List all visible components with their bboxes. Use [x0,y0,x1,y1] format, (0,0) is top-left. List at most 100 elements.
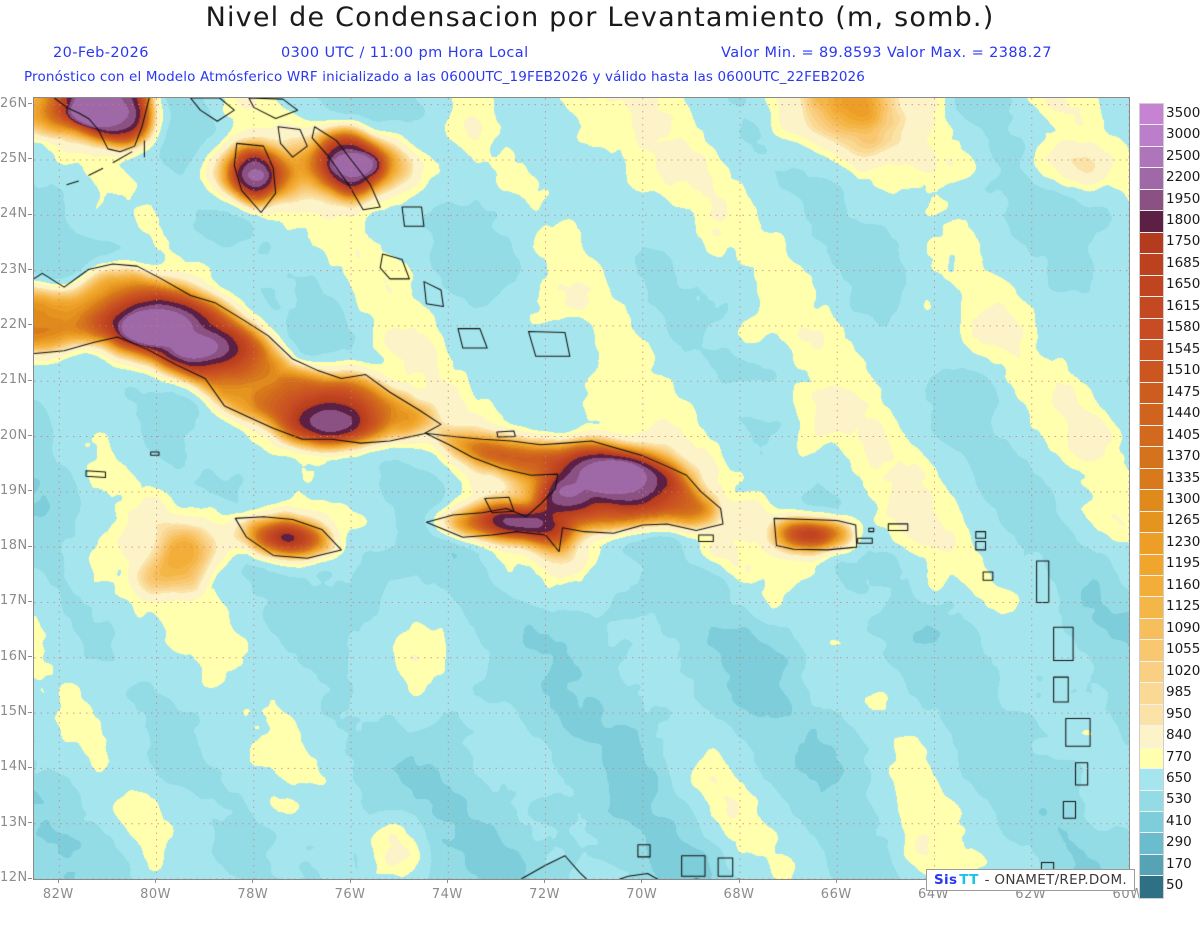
colorbar-band [1140,726,1163,748]
colorbar-band [1140,876,1163,898]
colorbar-band [1140,704,1163,727]
colorbar-tick-label: 2200 [1166,169,1200,186]
colorbar-tick-label: 985 [1166,684,1192,701]
colorbar-band [1140,747,1163,770]
y-axis-label: 20N [0,427,28,443]
colorbar-band [1140,490,1163,512]
colorbar-band [1140,211,1163,233]
colorbar [1139,103,1164,899]
y-axis-label: 22N [0,316,28,332]
colorbar-tick-label: 1125 [1166,598,1200,615]
chart-header: Nivel de Condensacion por Levantamiento … [0,0,1200,95]
colorbar-tick-label: 1440 [1166,405,1200,422]
colorbar-band [1140,683,1163,705]
y-axis-label: 25N [0,150,28,166]
y-axis-tick [28,213,32,215]
x-axis-tick [446,879,448,883]
colorbar-band [1140,554,1163,576]
y-axis-tick [28,600,32,602]
x-axis-tick [57,879,59,883]
colorbar-band [1140,511,1163,534]
y-axis-tick [28,435,32,436]
colorbar-band [1140,125,1163,147]
y-axis-tick [28,877,32,879]
colorbar-band [1140,811,1163,834]
y-axis-tick [28,656,32,658]
colorbar-band [1140,790,1163,812]
y-axis-label: 14N [0,759,28,775]
y-axis-label: 26N [0,95,28,111]
x-axis-label: 66W [820,887,852,902]
colorbar-tick-label: 1750 [1166,233,1200,250]
colorbar-band [1140,854,1163,877]
colorbar-band [1140,146,1163,169]
colorbar-band [1140,104,1163,126]
colorbar-tick-label: 1265 [1166,512,1200,529]
colorbar-tick-label: 1510 [1166,362,1200,379]
colorbar-tick-label: 1475 [1166,383,1200,400]
colorbar-tick-label: 950 [1166,705,1192,722]
colorbar-tick-label: 1055 [1166,641,1200,658]
colorbar-tick-label: 1650 [1166,276,1200,293]
colorbar-band [1140,339,1163,362]
y-axis-label: 12N [0,870,28,885]
colorbar-tick-label: 1615 [1166,297,1200,314]
coastline-overlay [34,98,1129,879]
x-axis-tick [252,879,254,883]
forecast-time: 0300 UTC / 11:00 pm Hora Local [281,45,529,61]
x-axis-label: 82W [42,887,74,902]
colorbar-band [1140,833,1163,855]
colorbar-band [1140,640,1163,662]
y-axis-tick [28,379,32,381]
watermark-agency-text: - ONAMET/REP.DOM. [984,872,1128,888]
y-axis-label: 15N [0,704,28,720]
colorbar-band [1140,468,1163,491]
colorbar-tick-label: 3500 [1166,104,1200,121]
colorbar-band [1140,361,1163,383]
colorbar-tick-label: 1195 [1166,555,1200,572]
y-axis-tick [28,545,32,547]
y-axis-tick [28,766,32,768]
colorbar-band [1140,232,1163,255]
page-title: Nivel de Condensacion por Levantamiento … [205,2,995,33]
colorbar-tick-label: 1800 [1166,212,1200,229]
y-axis-tick [28,103,32,105]
colorbar-tick-label: 530 [1166,791,1192,808]
colorbar-band [1140,297,1163,319]
x-axis-tick [835,879,837,883]
y-axis-tick [28,324,32,326]
colorbar-tick-label: 1370 [1166,448,1200,465]
x-axis-tick [641,879,643,883]
colorbar-tick-label: 1020 [1166,662,1200,679]
x-axis-label: 74W [431,887,463,902]
colorbar-tick-label: 1160 [1166,576,1200,593]
watermark-tt-text: TT [959,872,979,888]
y-axis-label: 17N [0,593,28,609]
colorbar-band [1140,318,1163,340]
x-axis-label: 70W [626,887,658,902]
colorbar-tick-label: 1580 [1166,319,1200,336]
colorbar-band [1140,254,1163,276]
y-axis-label: 24N [0,206,28,222]
forecast-date: 20-Feb-2026 [53,45,149,61]
colorbar-band [1140,189,1163,212]
x-axis-label: 80W [140,887,171,902]
colorbar-band [1140,597,1163,619]
colorbar-band [1140,168,1163,190]
colorbar-tick-label: 1545 [1166,340,1200,357]
colorbar-band [1140,533,1163,555]
sistt-onamet-watermark: Sis TT - ONAMET/REP.DOM. [926,869,1136,891]
colorbar-band [1140,382,1163,405]
colorbar-tick-label: 1685 [1166,254,1200,271]
y-axis-label: 13N [0,814,28,830]
model-description: Pronóstico con el Modelo Atmósferico WRF… [24,69,866,85]
colorbar-tick-label: 2500 [1166,147,1200,164]
colorbar-band [1140,661,1163,684]
colorbar-tick-label: 410 [1166,812,1192,829]
colorbar-band [1140,769,1163,791]
colorbar-tick-label: 1950 [1166,190,1200,207]
colorbar-tick-label: 290 [1166,834,1192,851]
colorbar-labels: 3500 3000 2500 2200 1950 1800 1750 1685 1650 1615… [1166,103,1200,897]
colorbar-tick-label: 1300 [1166,491,1200,507]
y-axis-tick [28,711,32,713]
